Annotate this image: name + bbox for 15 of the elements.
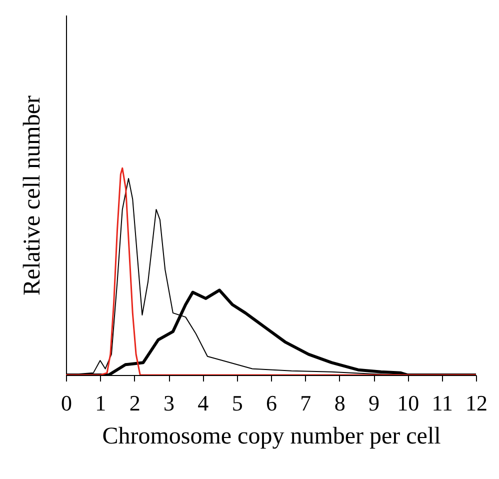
x-tick-label: 8 [334, 390, 346, 416]
x-tick-label: 12 [466, 390, 488, 416]
x-axis-title: Chromosome copy number per cell [102, 424, 442, 450]
y-axis-title: Relative cell number [20, 96, 46, 296]
x-tick-label: 5 [232, 390, 243, 416]
x-tick-label: 0 [61, 390, 72, 416]
x-tick-label: 6 [266, 390, 277, 416]
x-tick-label: 1 [95, 390, 106, 416]
x-tick-label: 10 [397, 390, 420, 416]
x-tick-label: 9 [368, 390, 380, 416]
x-tick-label: 7 [300, 390, 312, 416]
x-tick-label: 11 [432, 390, 453, 416]
x-tick-label: 3 [164, 390, 174, 416]
x-tick-label: 2 [129, 390, 140, 416]
x-tick-label: 4 [198, 390, 209, 416]
